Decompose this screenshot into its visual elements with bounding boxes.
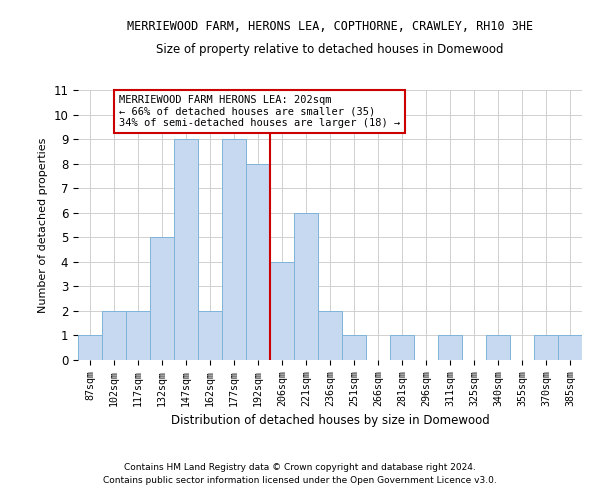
- Bar: [318, 311, 342, 360]
- Bar: [126, 311, 150, 360]
- Text: MERRIEWOOD FARM, HERONS LEA, COPTHORNE, CRAWLEY, RH10 3HE: MERRIEWOOD FARM, HERONS LEA, COPTHORNE, …: [127, 20, 533, 33]
- Bar: [102, 311, 126, 360]
- Bar: [174, 139, 198, 360]
- X-axis label: Distribution of detached houses by size in Domewood: Distribution of detached houses by size …: [170, 414, 490, 427]
- Text: Size of property relative to detached houses in Domewood: Size of property relative to detached ho…: [156, 42, 504, 56]
- Y-axis label: Number of detached properties: Number of detached properties: [38, 138, 48, 312]
- Text: MERRIEWOOD FARM HERONS LEA: 202sqm
← 66% of detached houses are smaller (35)
34%: MERRIEWOOD FARM HERONS LEA: 202sqm ← 66%…: [119, 95, 400, 128]
- Bar: [222, 139, 246, 360]
- Bar: [150, 238, 174, 360]
- Text: Contains HM Land Registry data © Crown copyright and database right 2024.: Contains HM Land Registry data © Crown c…: [124, 464, 476, 472]
- Bar: [486, 336, 510, 360]
- Bar: [270, 262, 294, 360]
- Bar: [438, 336, 462, 360]
- Bar: [246, 164, 270, 360]
- Bar: [342, 336, 366, 360]
- Bar: [294, 212, 318, 360]
- Bar: [390, 336, 414, 360]
- Bar: [558, 336, 582, 360]
- Text: Contains public sector information licensed under the Open Government Licence v3: Contains public sector information licen…: [103, 476, 497, 485]
- Bar: [78, 336, 102, 360]
- Bar: [534, 336, 558, 360]
- Bar: [198, 311, 222, 360]
